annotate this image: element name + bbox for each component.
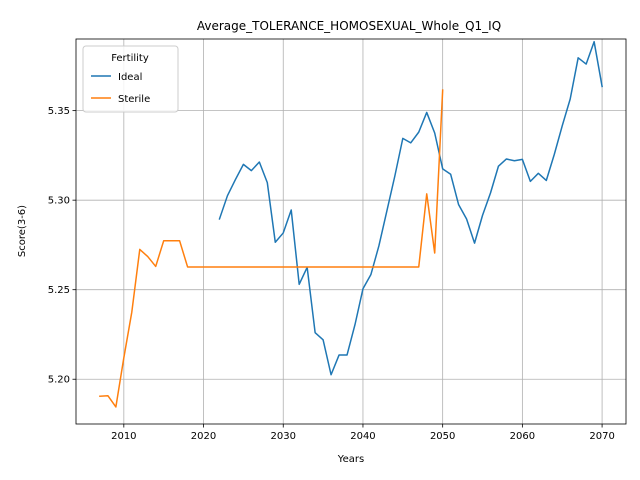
y-tick-label: 5.30 bbox=[48, 196, 70, 207]
legend: Fertility Ideal Sterile bbox=[82, 45, 179, 113]
x-tick-label: 2030 bbox=[271, 431, 296, 442]
plot-frame bbox=[75, 38, 627, 425]
legend-label-ideal: Ideal bbox=[118, 72, 142, 83]
series-line-ideal bbox=[218, 40, 603, 376]
x-tick-label: 2060 bbox=[510, 431, 535, 442]
y-tick-label: 5.25 bbox=[48, 285, 70, 296]
x-tick-label: 2020 bbox=[191, 431, 216, 442]
x-tick-label: 2040 bbox=[350, 431, 375, 442]
legend-box bbox=[82, 45, 179, 113]
series-line-sterile bbox=[99, 89, 444, 408]
y-tick-label: 5.20 bbox=[48, 375, 70, 386]
y-axis-label: Score(3-6) bbox=[17, 205, 28, 257]
y-tick-label: 5.35 bbox=[48, 106, 70, 117]
axis-ticks: 2010 2020 2030 2040 2050 2060 2070 5.20 5.25 5.30… bbox=[48, 106, 615, 442]
chart-title: Average_TOLERANCE_HOMOSEXUAL_Whole_Q1_IQ bbox=[197, 19, 501, 33]
x-tick-label: 2070 bbox=[589, 431, 614, 442]
x-axis-label: Years bbox=[337, 454, 364, 465]
x-tick-label: 2050 bbox=[430, 431, 455, 442]
x-tick-label: 2010 bbox=[111, 431, 136, 442]
legend-label-sterile: Sterile bbox=[118, 94, 150, 105]
series-layer bbox=[99, 40, 603, 408]
legend-title: Fertility bbox=[111, 53, 149, 64]
